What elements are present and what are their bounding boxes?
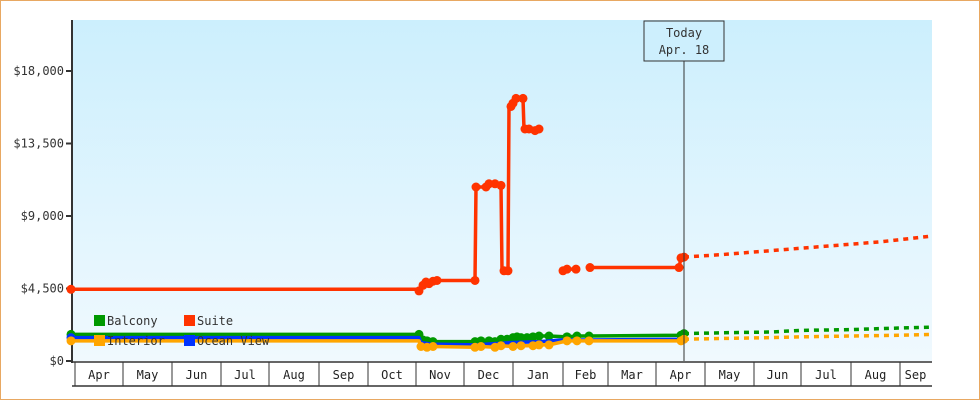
data-point[interactable] [496,180,506,190]
x-month-label: May [137,368,159,382]
data-point[interactable] [534,340,544,350]
legend-label: Interior [107,334,165,348]
data-point[interactable] [66,284,76,294]
x-month-label: Feb [575,368,597,382]
y-tick-label: $18,000 [13,64,64,78]
x-month-label: Mar [621,368,643,382]
series-suite [66,93,932,296]
today-marker: Today Apr. 18 [643,20,725,361]
x-month-label: Nov [429,368,451,382]
data-point[interactable] [562,336,572,346]
data-point[interactable] [572,336,582,346]
data-point[interactable] [503,266,513,276]
data-point[interactable] [470,275,480,285]
series-interior [66,332,932,352]
legend-swatch [94,315,105,326]
x-month-label: Oct [381,368,403,382]
legend-swatch [94,335,105,346]
data-point[interactable] [674,263,684,273]
x-axis: Apr May Jun Jul Aug Sep Oct Nov Dec Jan Feb Mar Apr M… [72,361,932,387]
data-point[interactable] [516,341,526,351]
data-point[interactable] [66,336,76,346]
x-month-label: Apr [88,368,110,382]
legend-label: Balcony [107,314,158,328]
y-axis: $0 $4,500 $9,000 $13,500 $18,000 [13,20,73,368]
legend: Balcony Suite Interior Ocean View [94,314,270,348]
y-tick-label: $9,000 [21,209,64,223]
today-date: Apr. 18 [659,43,710,57]
data-point[interactable] [584,336,594,346]
data-point[interactable] [562,264,572,274]
x-month-label: Sep [333,368,355,382]
data-point[interactable] [518,93,528,103]
data-point[interactable] [428,342,438,351]
data-point[interactable] [585,263,595,273]
legend-label: Suite [197,314,233,328]
data-point[interactable] [571,264,581,274]
x-month-label: Aug [283,368,305,382]
x-month-label: Jun [767,368,789,382]
x-month-label: Jul [234,368,256,382]
data-point[interactable] [508,342,518,351]
legend-label: Ocean View [197,334,270,348]
today-label: Today [666,26,702,40]
data-point[interactable] [471,182,481,192]
data-point[interactable] [511,93,521,103]
y-tick-label: $0 [50,354,64,368]
data-point[interactable] [476,342,486,351]
y-tick-label: $4,500 [21,282,64,296]
x-month-label: Jun [186,368,208,382]
x-month-label: Dec [478,368,500,382]
data-point[interactable] [544,331,554,341]
x-month-label: Aug [865,368,887,382]
legend-swatch [184,315,195,326]
data-point[interactable] [496,341,506,351]
series-layer [66,93,932,352]
data-point[interactable] [534,331,544,341]
data-point[interactable] [534,124,544,134]
x-month-label: Jan [527,368,549,382]
x-month-label: Jul [815,368,837,382]
x-month-label: Apr [670,368,692,382]
x-month-label: May [719,368,741,382]
legend-swatch [184,335,195,346]
y-tick-label: $13,500 [13,137,64,151]
data-point[interactable] [544,340,554,350]
data-point[interactable] [432,275,442,285]
x-month-label: Sep [905,368,927,382]
